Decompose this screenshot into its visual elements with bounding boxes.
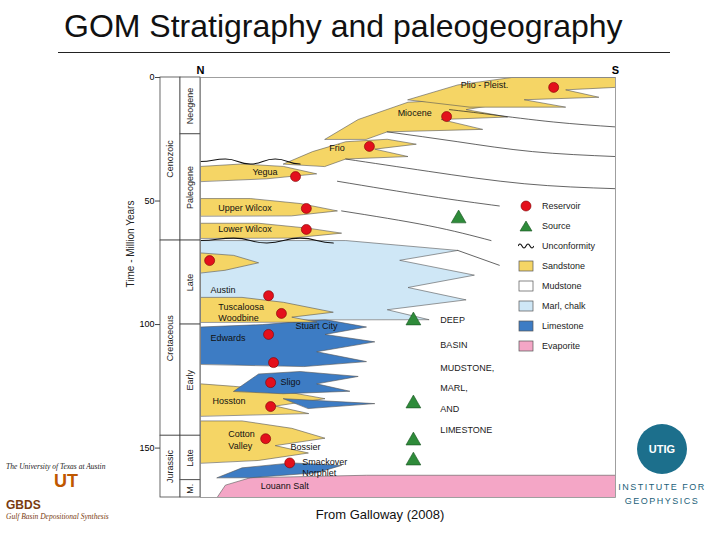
- svg-text:Cotton: Cotton: [228, 429, 255, 439]
- html-text:Marl, chalk: Marl, chalk: [542, 301, 586, 311]
- svg-text:Neogene: Neogene: [185, 88, 195, 125]
- svg-text:Austin: Austin: [210, 285, 235, 295]
- html-text:GEOPHYSICS: GEOPHYSICS: [624, 496, 700, 506]
- svg-text:Lower Wilcox: Lower Wilcox: [218, 224, 272, 234]
- svg-text:S: S: [612, 64, 619, 76]
- svg-text:Smackover: Smackover: [302, 457, 347, 467]
- svg-text:100: 100: [139, 319, 154, 329]
- svg-text:Tuscaloosa: Tuscaloosa: [218, 302, 264, 312]
- svg-text:50: 50: [144, 196, 154, 206]
- svg-text:Frio: Frio: [329, 143, 345, 153]
- svg-text:Miocene: Miocene: [398, 108, 432, 118]
- html-text:Sandstone: Sandstone: [542, 261, 585, 271]
- html-text:GBDS: GBDS: [6, 498, 41, 512]
- svg-text:Woodbine: Woodbine: [218, 313, 258, 323]
- html-text:Evaporite: Evaporite: [542, 341, 580, 351]
- svg-text:Upper Wilcox: Upper Wilcox: [218, 203, 272, 213]
- html-text:Gulf Basin Depositional Synthe: Gulf Basin Depositional Synthesis: [6, 512, 109, 521]
- html-text:Source: Source: [542, 221, 571, 231]
- svg-text:DEEP: DEEP: [440, 315, 465, 325]
- svg-text:BASIN: BASIN: [440, 340, 467, 350]
- svg-text:Stuart City: Stuart City: [296, 321, 339, 331]
- html-text:Reservoir: Reservoir: [542, 201, 581, 211]
- svg-text:Norphlet: Norphlet: [302, 468, 337, 478]
- svg-text:Paleogene: Paleogene: [185, 166, 195, 209]
- html-text:INSTITUTE FOR: INSTITUTE FOR: [618, 482, 706, 492]
- svg-text:LIMESTONE: LIMESTONE: [440, 425, 492, 435]
- svg-text:Cretaceous: Cretaceous: [165, 315, 175, 362]
- svg-text:Late: Late: [185, 449, 195, 467]
- svg-text:M.: M.: [185, 484, 195, 494]
- html-text:Unconformity: Unconformity: [542, 241, 595, 251]
- html-text:UTIG: UTIG: [648, 443, 676, 455]
- svg-text:Louann Salt: Louann Salt: [261, 481, 310, 491]
- svg-text:Yegua: Yegua: [252, 167, 277, 177]
- html-text:Limestone: Limestone: [542, 321, 584, 331]
- svg-text:Late: Late: [185, 274, 195, 292]
- svg-text:AND: AND: [440, 404, 460, 414]
- svg-text:0: 0: [149, 72, 154, 82]
- html-text:Mudstone: Mudstone: [542, 281, 582, 291]
- html-text:GOM Stratigraphy and paleogeog: GOM Stratigraphy and paleogeography: [64, 8, 623, 44]
- html-text:The University of Texas at Aus: The University of Texas at Austin: [6, 462, 106, 471]
- svg-text:MUDSTONE,: MUDSTONE,: [440, 363, 494, 373]
- svg-text:Valley: Valley: [228, 441, 252, 451]
- svg-text:150: 150: [139, 443, 154, 453]
- html-text:From Galloway (2008): From Galloway (2008): [315, 507, 445, 522]
- svg-text:Jurassic: Jurassic: [165, 450, 175, 484]
- svg-text:Sligo: Sligo: [281, 377, 301, 387]
- svg-text:Time - Million Years: Time - Million Years: [125, 201, 136, 288]
- svg-text:Plio - Pleist.: Plio - Pleist.: [461, 80, 509, 90]
- svg-text:MARL,: MARL,: [440, 383, 468, 393]
- html-text:UT: UT: [54, 471, 78, 491]
- svg-text:Cenozoic: Cenozoic: [165, 140, 175, 178]
- svg-text:Bossier: Bossier: [291, 442, 321, 452]
- svg-text:N: N: [197, 64, 205, 76]
- svg-text:Early: Early: [185, 369, 195, 390]
- svg-text:Edwards: Edwards: [210, 333, 246, 343]
- svg-text:Hosston: Hosston: [213, 396, 246, 406]
